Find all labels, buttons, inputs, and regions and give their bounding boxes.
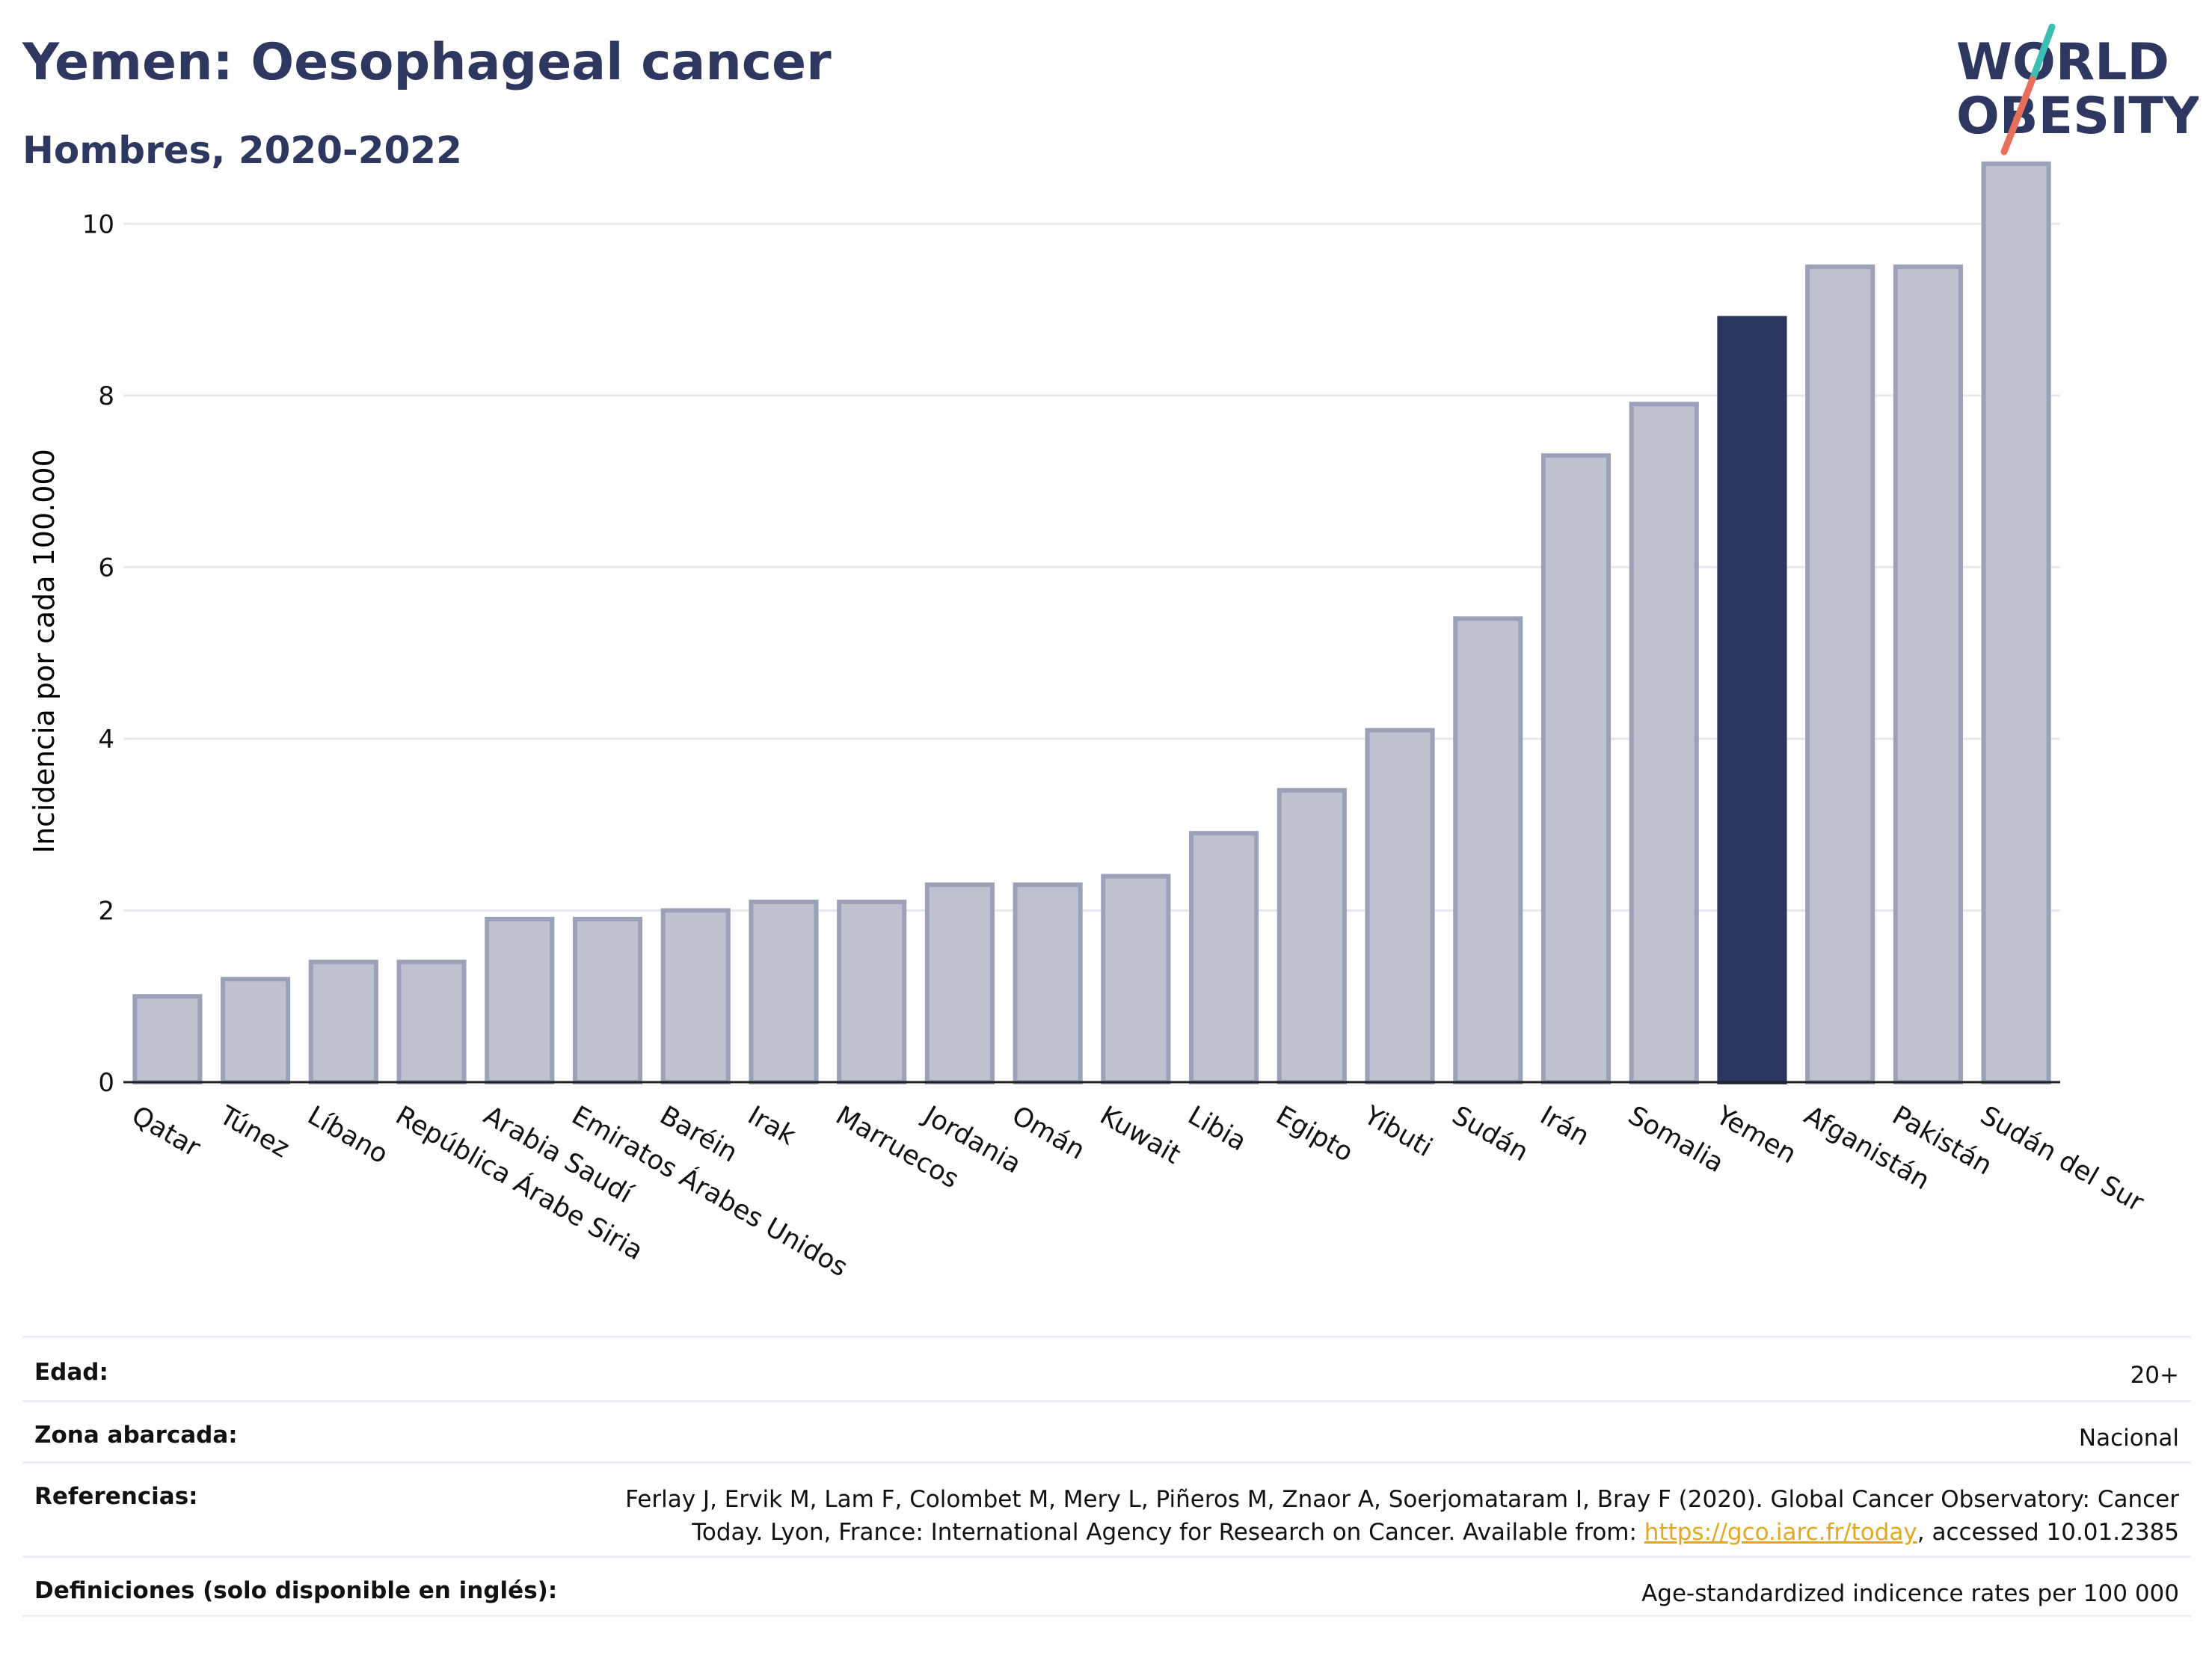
- reference-link[interactable]: https://gco.iarc.fr/today: [1644, 1519, 1917, 1546]
- y-tick-label: 0: [98, 1068, 114, 1098]
- x-tick-label: Irak: [743, 1101, 801, 1152]
- y-tick-label: 6: [98, 553, 114, 583]
- x-tick-label: Líbano: [302, 1101, 393, 1170]
- x-tick-label: Egipto: [1271, 1101, 1357, 1168]
- y-tick-label: 4: [98, 725, 114, 755]
- info-label: Zona abarcada:: [34, 1422, 238, 1449]
- info-row-references: Referencias: Ferlay J, Ervik M, Lam F, C…: [22, 1461, 2191, 1556]
- x-tick-label: Qatar: [126, 1101, 206, 1164]
- y-tick-label: 2: [98, 896, 114, 926]
- y-axis-label: Incidencia por cada 100.000: [28, 449, 61, 853]
- info-label: Edad:: [34, 1359, 108, 1386]
- x-tick-label: Irán: [1535, 1101, 1594, 1152]
- bar: [1013, 882, 1083, 1084]
- bar: [572, 916, 643, 1084]
- x-tick-label: Kuwait: [1095, 1101, 1185, 1170]
- x-tick-label: Yibuti: [1358, 1100, 1437, 1163]
- bar: [132, 994, 203, 1085]
- reference-line-2-pre: Today. Lyon, France: International Agenc…: [692, 1519, 1644, 1546]
- bar: [1893, 264, 1963, 1085]
- bar-highlighted: [1717, 316, 1787, 1085]
- info-table: Edad: 20+ Zona abarcada: Nacional Refere…: [22, 1336, 2191, 1617]
- bar: [837, 899, 907, 1085]
- logo-slash-teal: [2029, 23, 2056, 83]
- chart-subtitle: Hombres, 2020-2022: [22, 129, 462, 172]
- world-obesity-logo: WORLD OBESITY: [1956, 23, 2199, 156]
- chart-title: Yemen: Oesophageal cancer: [22, 33, 832, 92]
- x-tick-label: Sudán del Sur: [1975, 1101, 2148, 1218]
- bar: [485, 916, 555, 1084]
- info-value: Nacional: [2078, 1425, 2179, 1452]
- bar: [1276, 787, 1347, 1084]
- x-tick-label: Sudán: [1447, 1101, 1533, 1168]
- bar: [1189, 831, 1259, 1084]
- y-tick-labels: 0 2 4 6 8 10: [82, 209, 114, 1098]
- reference-line-2-post: , accessed 10.01.2385: [1917, 1519, 2179, 1546]
- info-label: Referencias:: [34, 1483, 198, 1510]
- info-value: 20+: [2130, 1362, 2179, 1389]
- info-row-age: Edad: 20+: [22, 1336, 2191, 1400]
- bar: [396, 959, 467, 1085]
- info-value: Age-standardized indicence rates per 100…: [1641, 1580, 2179, 1607]
- x-tick-label: Libia: [1183, 1101, 1252, 1158]
- reference-line-1: Ferlay J, Ervik M, Lam F, Colombet M, Me…: [625, 1486, 2179, 1513]
- info-row-area: Zona abarcada: Nacional: [22, 1400, 2191, 1461]
- y-tick-label: 10: [82, 209, 114, 239]
- bar: [660, 908, 731, 1085]
- bar: [1981, 161, 2051, 1085]
- info-label: Definiciones (solo disponible en inglés)…: [34, 1577, 558, 1604]
- info-row-definitions: Definiciones (solo disponible en inglés)…: [22, 1556, 2191, 1617]
- bars: [132, 161, 2051, 1085]
- y-tick-label: 8: [98, 381, 114, 411]
- info-value: Ferlay J, Ervik M, Lam F, Colombet M, Me…: [625, 1483, 2179, 1549]
- logo-word-obesity: OBESITY: [1956, 87, 2199, 146]
- bar: [1540, 453, 1612, 1084]
- bar: [1629, 402, 1699, 1084]
- bar: [1453, 616, 1523, 1084]
- bar: [749, 899, 819, 1085]
- x-tick-label: Somalia: [1623, 1101, 1728, 1179]
- bar: [221, 977, 291, 1084]
- logo-slash-coral: [2000, 76, 2036, 156]
- bar: [308, 959, 378, 1085]
- bar: [1805, 264, 1875, 1085]
- bar: [1365, 728, 1435, 1084]
- bar: [924, 882, 995, 1084]
- bar: [1101, 873, 1171, 1084]
- logo-word-world: WORLD: [1956, 33, 2169, 92]
- x-tick-label: Túnez: [214, 1100, 295, 1164]
